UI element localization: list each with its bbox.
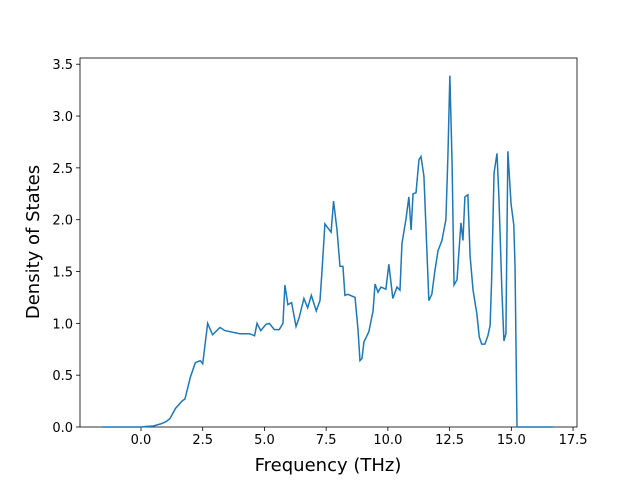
line bbox=[101, 75, 554, 428]
y-tick-label: 1.0 bbox=[52, 317, 73, 332]
y-tick-label: 2.0 bbox=[52, 214, 73, 229]
x-tick-label: 7.5 bbox=[316, 433, 337, 448]
y-tick-label: 1.5 bbox=[52, 266, 73, 281]
x-tick-label: 10.0 bbox=[373, 433, 402, 448]
x-tick-label: 5.0 bbox=[254, 433, 275, 448]
y-tick-label: 2.5 bbox=[52, 162, 73, 177]
y-tick-label: 0.0 bbox=[52, 421, 73, 436]
x-axis-label: Frequency (THz) bbox=[255, 455, 402, 476]
y-tick-label: 3.0 bbox=[52, 110, 73, 125]
x-tick-label: 17.5 bbox=[559, 433, 588, 448]
plot-frame bbox=[79, 57, 578, 428]
y-tick-label: 3.5 bbox=[52, 58, 73, 73]
x-tick-label: 12.5 bbox=[435, 433, 464, 448]
y-tick-label: 0.5 bbox=[52, 369, 73, 384]
x-tick-label: 15.0 bbox=[497, 433, 526, 448]
y-axis-label: Density of States bbox=[23, 165, 44, 319]
x-tick-label: 0.0 bbox=[131, 433, 152, 448]
x-tick-label: 2.5 bbox=[192, 433, 213, 448]
